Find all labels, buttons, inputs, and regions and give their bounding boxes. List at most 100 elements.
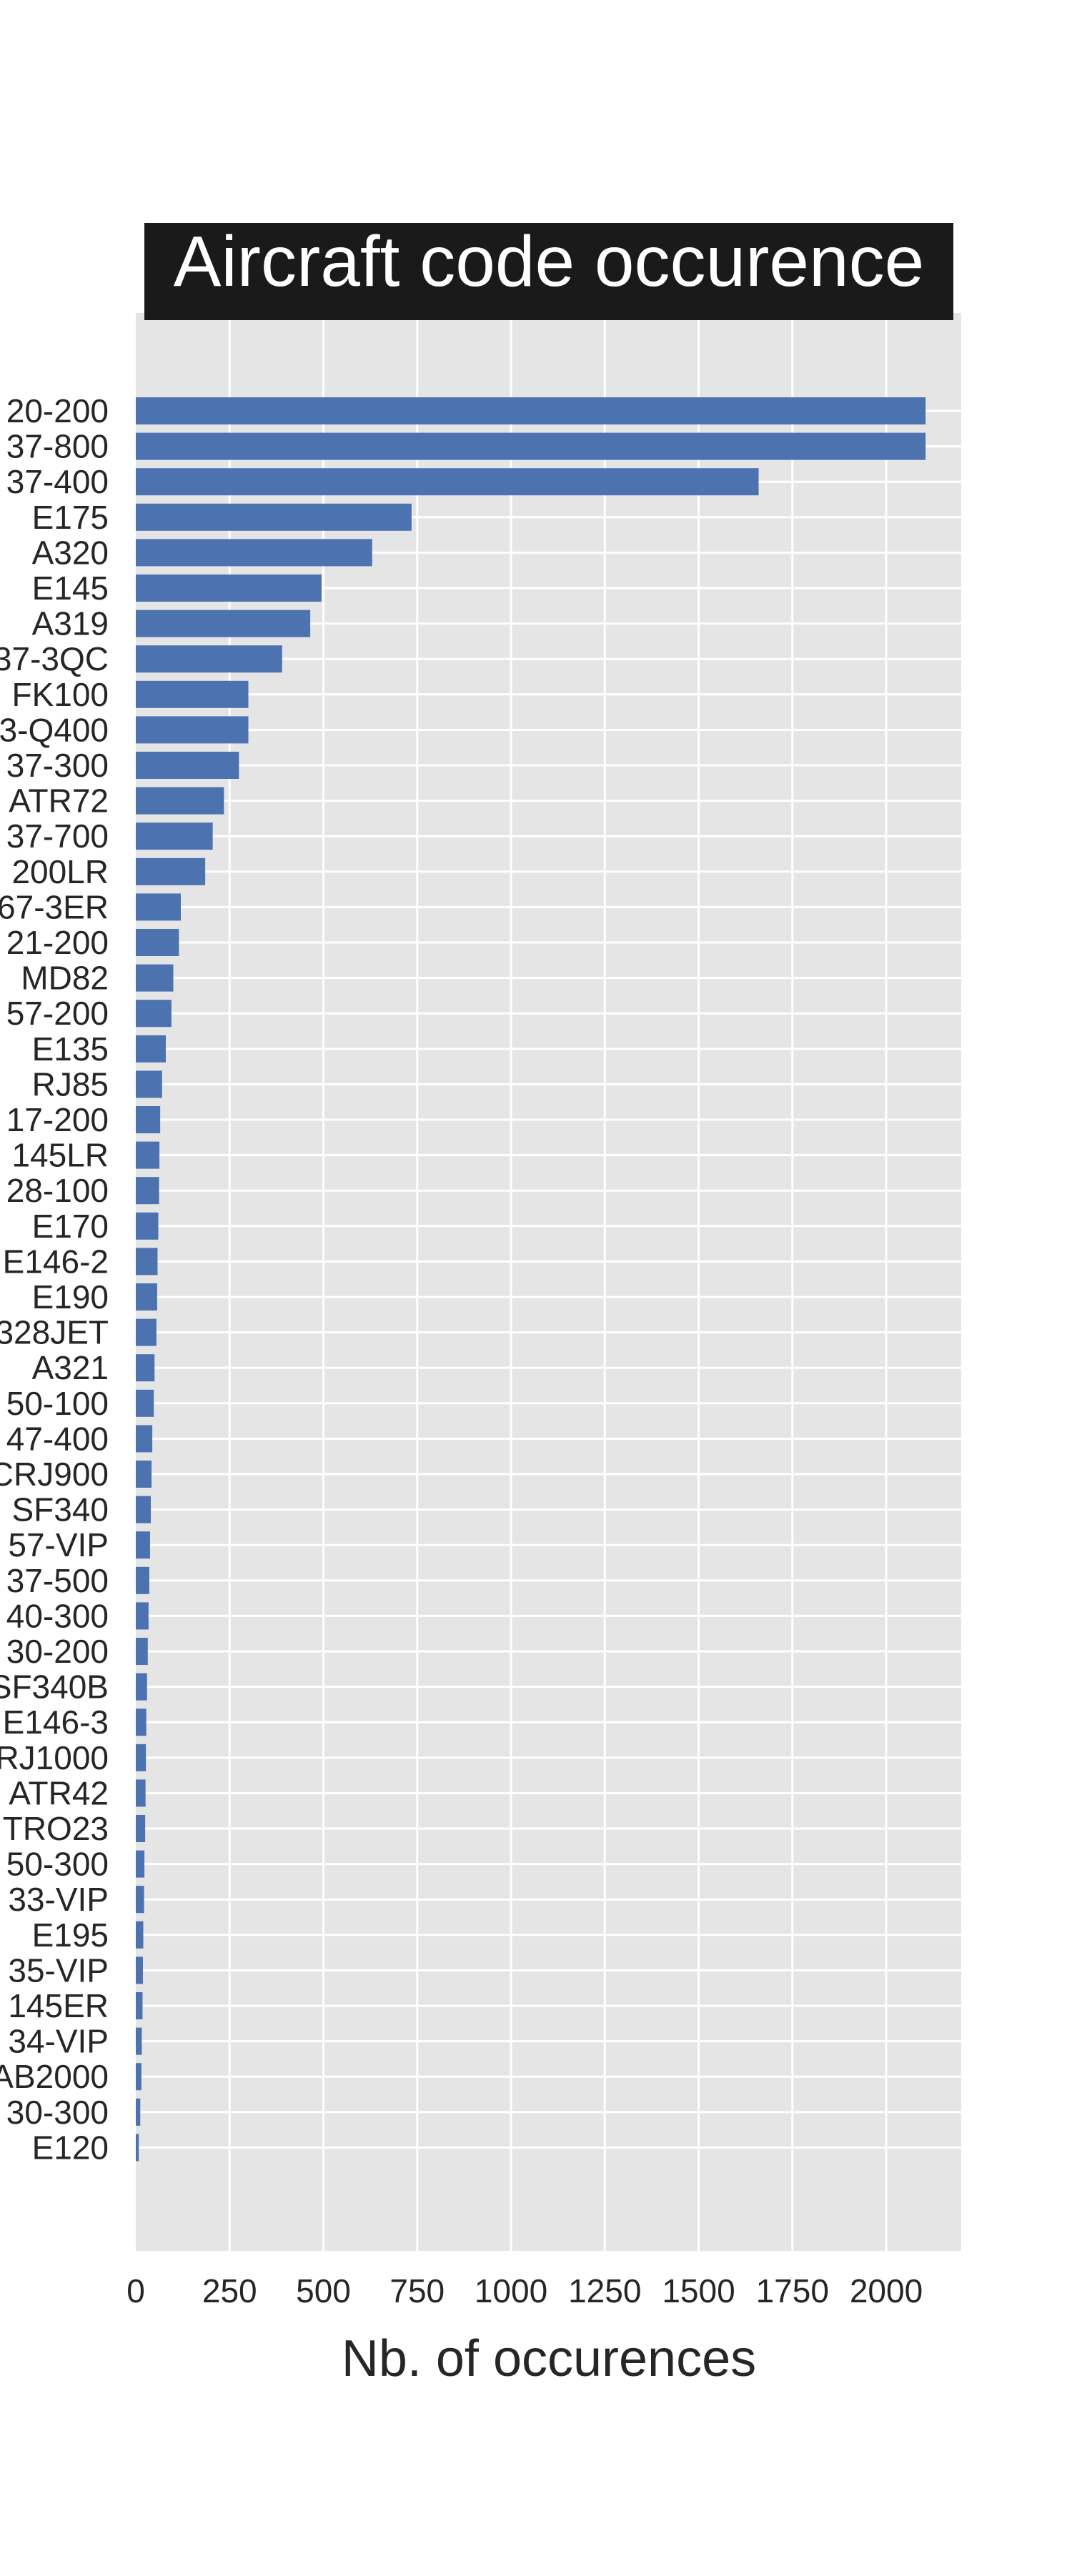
x-tick-labels: 0 250 500 750 1000 1250 1500 1750 2000 xyxy=(126,2272,923,2309)
y-tick-label: E120 xyxy=(32,2129,109,2166)
bar-30-300 xyxy=(136,2098,141,2126)
bar-200lr xyxy=(136,857,206,885)
x-tick-label: 750 xyxy=(389,2272,445,2309)
bar-md82 xyxy=(136,964,174,992)
y-tick-label: 37-800 xyxy=(6,428,109,465)
x-tick-label: 1250 xyxy=(568,2272,641,2309)
y-tick-label: 328JET xyxy=(0,1314,109,1351)
y-tick-label: E146-3 xyxy=(3,1704,109,1741)
y-tick-label: A320 xyxy=(32,534,109,571)
bar-28-100 xyxy=(136,1177,159,1205)
y-tick-label: A321 xyxy=(32,1349,109,1386)
bar-37-400 xyxy=(136,468,759,496)
bar-a319 xyxy=(136,610,311,637)
y-tick-label: E146-2 xyxy=(3,1243,109,1280)
bar-21-200 xyxy=(136,929,179,956)
bar-rj1000 xyxy=(136,1744,147,1771)
y-tick-label: 34-VIP xyxy=(8,2023,109,2060)
title-box xyxy=(144,223,953,320)
x-tick-label: 1750 xyxy=(756,2272,829,2309)
bar-20-200 xyxy=(136,397,926,424)
x-tick-label: 1500 xyxy=(662,2272,735,2309)
bar-47-400 xyxy=(136,1425,153,1453)
bar-50-300 xyxy=(136,1850,145,1878)
bar-40-300 xyxy=(136,1602,149,1630)
y-tick-label: SF340 xyxy=(11,1491,109,1528)
bar-e135 xyxy=(136,1035,166,1063)
x-tick-label: 500 xyxy=(296,2272,351,2309)
bar-37-500 xyxy=(136,1566,149,1594)
y-tick-label: 3-Q400 xyxy=(0,711,109,748)
bar-tro23 xyxy=(136,1815,146,1842)
bar-37-800 xyxy=(136,432,926,460)
y-tick-label: 30-200 xyxy=(6,1633,109,1670)
y-tick-label: 145LR xyxy=(11,1137,109,1174)
y-tick-label: 57-200 xyxy=(6,995,109,1032)
bar-35-vip xyxy=(136,1956,143,1984)
bar-rj85 xyxy=(136,1070,162,1098)
bar-34-vip xyxy=(136,2027,142,2055)
bar-37-3qc xyxy=(136,645,282,673)
bar-37-700 xyxy=(136,822,213,850)
bar-a321 xyxy=(136,1354,155,1382)
bar-e170 xyxy=(136,1212,159,1240)
bar-33-vip xyxy=(136,1886,144,1914)
bar-e146-2 xyxy=(136,1248,158,1275)
bars xyxy=(136,397,926,2162)
y-tick-label: MD82 xyxy=(21,960,109,997)
x-axis-label: Nb. of occurences xyxy=(342,2330,756,2387)
y-tick-label: 21-200 xyxy=(6,924,109,961)
y-tick-label: 67-3ER xyxy=(0,888,109,925)
y-tick-label: 57-VIP xyxy=(8,1526,109,1563)
bar-145er xyxy=(136,1992,143,2019)
x-tick-label: 250 xyxy=(202,2272,257,2309)
bar-67-3er xyxy=(136,893,181,921)
bar-328jet xyxy=(136,1318,157,1346)
y-tick-label: E135 xyxy=(32,1030,109,1068)
bar-57-vip xyxy=(136,1531,150,1559)
y-tick-label: 20-200 xyxy=(6,392,109,429)
x-tick-label: 0 xyxy=(126,2272,145,2309)
bar-a320 xyxy=(136,539,372,567)
bar-fk100 xyxy=(136,680,249,708)
y-tick-label: 47-400 xyxy=(6,1420,109,1457)
y-tick-label: ATR42 xyxy=(9,1774,109,1811)
bar-sf340b xyxy=(136,1673,147,1701)
x-tick-label: 2000 xyxy=(850,2272,923,2309)
y-tick-labels: 20-20037-80037-400E175A320E145A31937-3QC… xyxy=(0,392,109,2166)
y-tick-label: AB2000 xyxy=(0,2058,109,2095)
y-tick-label: E145 xyxy=(32,570,109,607)
bar-sf340 xyxy=(136,1496,151,1523)
y-tick-label: E170 xyxy=(32,1208,109,1245)
bar-e120 xyxy=(136,2134,139,2162)
y-tick-label: 33-VIP xyxy=(8,1881,109,1918)
bar-e145 xyxy=(136,575,322,602)
bar-crj900 xyxy=(136,1461,152,1488)
y-tick-label: 37-400 xyxy=(6,463,109,500)
x-tick-label: 1000 xyxy=(475,2272,547,2309)
y-tick-label: 200LR xyxy=(11,853,109,890)
y-tick-label: RJ85 xyxy=(32,1065,109,1103)
bar-atr72 xyxy=(136,787,224,815)
y-tick-label: SF340B xyxy=(0,1669,109,1706)
bar-30-200 xyxy=(136,1638,148,1665)
chart-title: Aircraft code occurence xyxy=(174,222,925,302)
y-tick-label: FK100 xyxy=(11,676,109,713)
y-tick-label: E190 xyxy=(32,1278,109,1316)
y-tick-label: 35-VIP xyxy=(8,1951,109,1989)
bar-ab2000 xyxy=(136,2063,142,2091)
bar-e175 xyxy=(136,503,412,531)
y-tick-label: 37-700 xyxy=(6,817,109,855)
bar-37-300 xyxy=(136,752,239,779)
y-tick-label: 40-300 xyxy=(6,1597,109,1634)
bar-17-200 xyxy=(136,1106,161,1133)
y-tick-label: 37-500 xyxy=(6,1562,109,1599)
y-tick-label: 145ER xyxy=(8,1987,109,2024)
bar-e195 xyxy=(136,1921,144,1949)
y-tick-label: 30-300 xyxy=(6,2094,109,2131)
y-tick-label: 37-3QC xyxy=(0,640,109,677)
y-tick-label: 28-100 xyxy=(6,1172,109,1209)
plot-background xyxy=(136,313,961,2251)
